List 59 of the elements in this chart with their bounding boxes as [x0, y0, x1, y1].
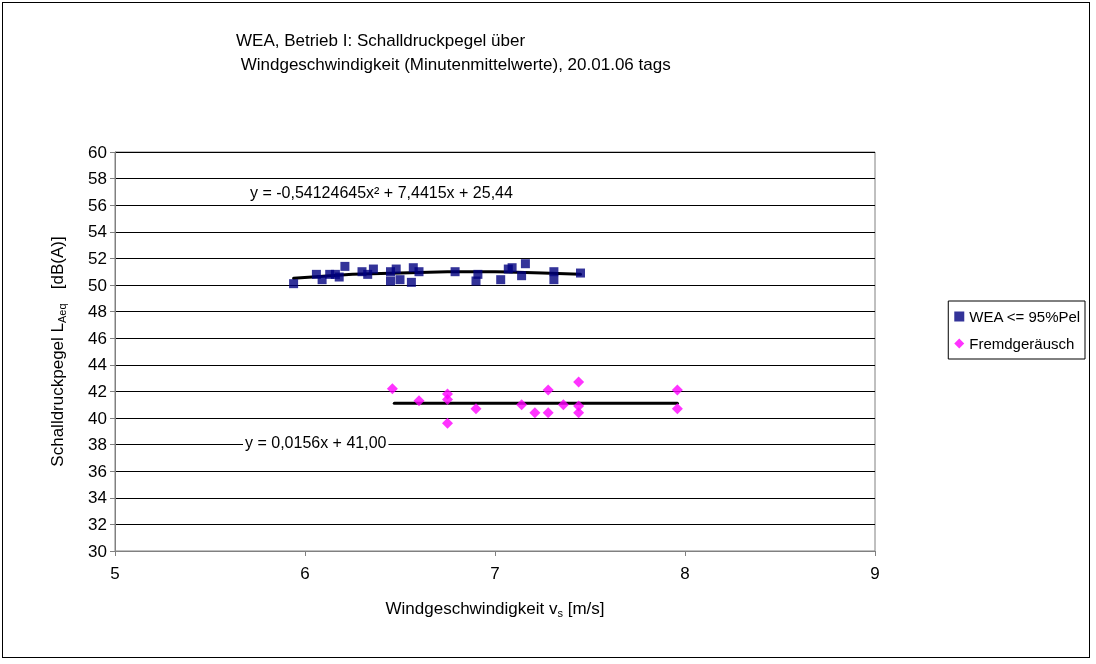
point	[671, 384, 683, 396]
point	[317, 275, 327, 285]
point	[529, 407, 541, 419]
x-tick-label: 8	[680, 564, 690, 583]
point	[496, 275, 506, 285]
text: Schalldruckpegel LAeq [dB(A)]	[48, 236, 68, 467]
y-tick-label: 30	[88, 541, 107, 561]
y-tick-label: 54	[88, 222, 107, 242]
point	[507, 263, 517, 273]
point	[549, 275, 559, 285]
point	[442, 393, 453, 405]
point	[406, 277, 416, 287]
point	[289, 279, 299, 289]
point	[391, 264, 401, 274]
y-tick-label: 34	[88, 488, 107, 508]
point	[395, 275, 405, 285]
point	[573, 376, 585, 388]
y-tick-label: 36	[88, 461, 107, 481]
point	[386, 383, 398, 395]
point	[520, 259, 530, 269]
point	[557, 399, 569, 411]
point	[450, 267, 460, 277]
point	[334, 272, 344, 282]
point	[573, 407, 585, 419]
y-tick-label: 58	[88, 169, 107, 189]
x-tick-label: 6	[300, 564, 310, 583]
point	[386, 276, 395, 286]
x-tick-label: 5	[110, 564, 120, 583]
point	[517, 271, 527, 281]
point	[414, 267, 424, 277]
point	[542, 384, 554, 396]
point	[516, 399, 528, 411]
y-tick-label: 46	[88, 328, 107, 348]
point	[368, 264, 378, 274]
legend-label: Fremdgeräusch	[969, 335, 1075, 352]
y-tick-label: 60	[88, 142, 107, 162]
x-tick-label: 7	[490, 564, 500, 583]
point	[340, 261, 350, 271]
legend-label: WEA <= 95%Pel	[969, 308, 1081, 325]
point	[413, 395, 425, 407]
y-tick-label: 42	[88, 381, 107, 401]
point	[442, 417, 453, 429]
y-tick-label: 38	[88, 435, 107, 455]
y-tick-label: 44	[88, 355, 107, 375]
annotation: y = -0,54124645x² + 7,4415x + 25,44	[250, 183, 513, 201]
y-tick-label: 32	[88, 514, 107, 534]
annotation: y = 0,0156x + 41,00	[245, 433, 387, 451]
y-tick-label: 56	[88, 195, 107, 215]
point	[470, 403, 482, 415]
y-tick-label: 50	[88, 275, 107, 295]
point	[542, 407, 554, 419]
y-tick-label: 52	[88, 248, 107, 268]
y-tick-label: 40	[88, 408, 107, 428]
point	[473, 269, 483, 279]
y-tick-label: 48	[88, 302, 107, 322]
point	[671, 403, 683, 415]
chart-title: WEA, Betrieb I: Schalldruckpegel über Windgeschwindigkeit (Minutenmittelwerte), 20.01.06 tags	[236, 30, 671, 74]
point	[576, 268, 585, 278]
x-tick-label: 9	[870, 564, 880, 583]
